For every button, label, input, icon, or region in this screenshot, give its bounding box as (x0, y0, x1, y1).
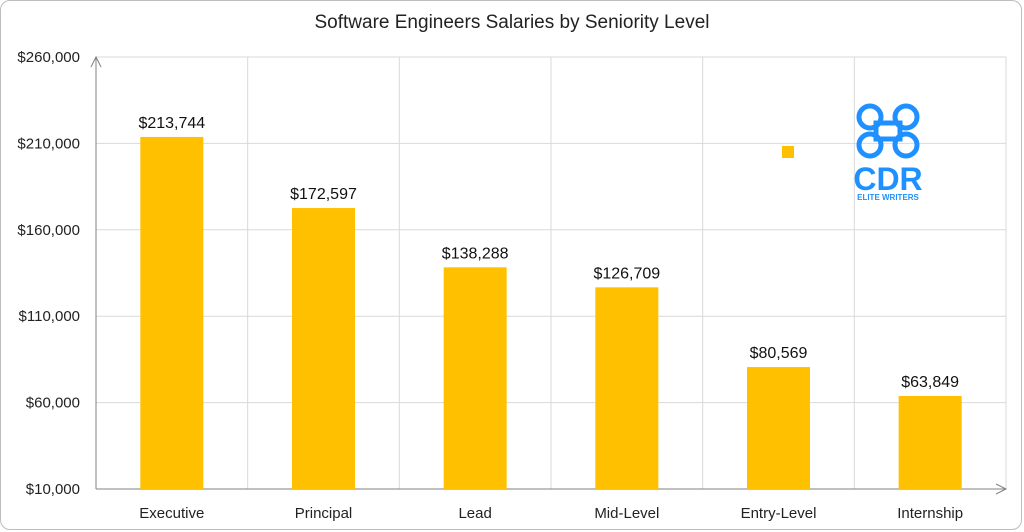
x-tick-label: Lead (458, 505, 491, 522)
x-axis-arrow (995, 483, 1008, 495)
y-tick-labels: $10,000 $60,000 $110,000 $160,000 $210,000 $2… (17, 49, 80, 498)
y-tick-label: $110,000 (19, 308, 80, 325)
logo-main-text: CDR (853, 161, 922, 197)
y-tick-label: $260,000 (17, 49, 80, 66)
bar (443, 267, 507, 489)
logo-sub-text: ELITE WRITERS (857, 193, 919, 202)
bars (140, 136, 962, 490)
data-label: $63,849 (901, 374, 959, 391)
y-tick-label: $210,000 (17, 135, 80, 152)
bar (595, 287, 659, 489)
gridlines (96, 56, 1007, 489)
y-tick-label: $10,000 (26, 481, 80, 498)
y-axis-arrow (90, 55, 102, 68)
command-key-icon (856, 103, 920, 159)
bar (747, 367, 810, 489)
bar (140, 136, 204, 490)
cdr-logo: CDR ELITE WRITERS (853, 103, 923, 202)
data-label: $126,709 (593, 265, 660, 282)
data-label: $138,288 (442, 245, 509, 262)
data-label: $172,597 (290, 186, 357, 203)
legend-marker (782, 146, 794, 158)
x-tick-label: Principal (295, 505, 353, 522)
x-tick-label: Entry-Level (741, 505, 817, 522)
y-tick-label: $60,000 (26, 395, 80, 412)
bar (898, 395, 962, 489)
data-label: $80,569 (750, 345, 808, 362)
x-tick-label: Internship (897, 505, 963, 522)
data-labels: $213,744 $172,597 $138,288 $126,709 $80,569 $… (138, 115, 959, 391)
x-tick-label: Executive (139, 505, 204, 522)
chart-title: Software Engineers Salaries by Seniority… (314, 12, 710, 33)
y-tick-label: $160,000 (17, 222, 80, 239)
axes (90, 55, 1008, 495)
bar (292, 208, 355, 489)
x-tick-label: Mid-Level (594, 505, 659, 522)
x-tick-labels: Executive Principal Lead Mid-Level Entry-Lev… (139, 505, 963, 522)
data-label: $213,744 (138, 115, 205, 132)
